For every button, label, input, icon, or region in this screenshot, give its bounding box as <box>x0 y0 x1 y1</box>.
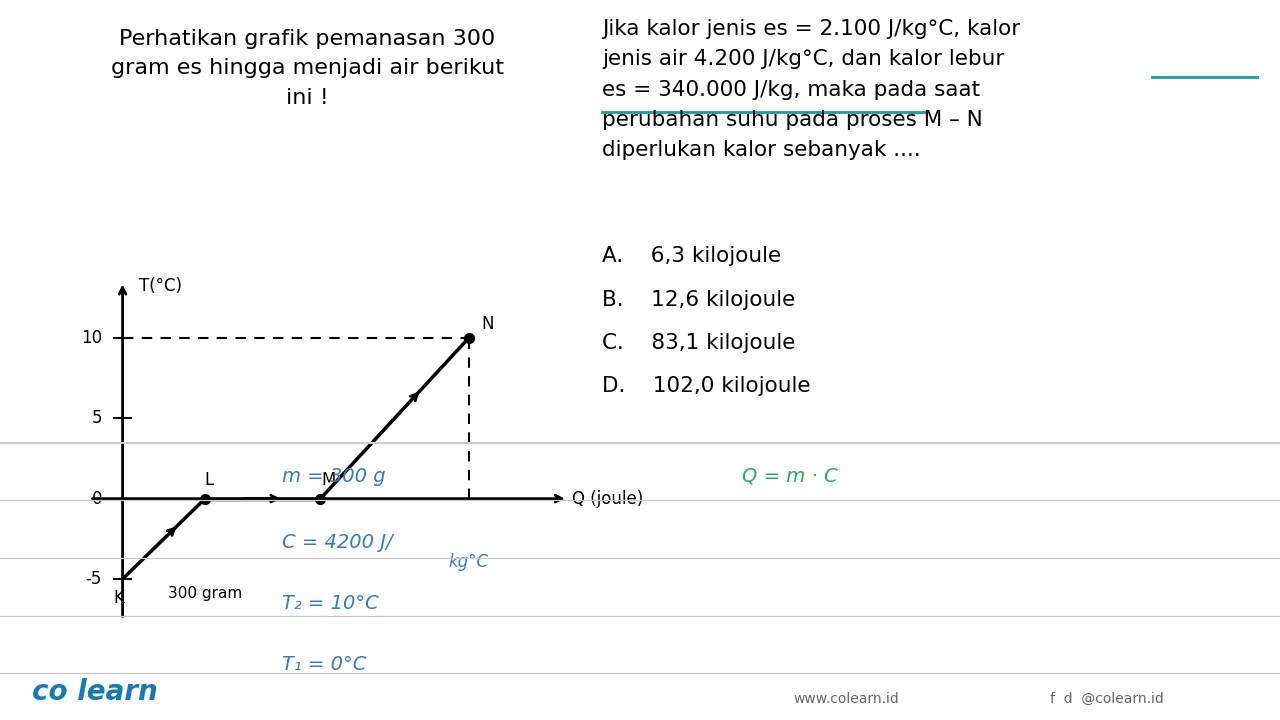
Text: C = 4200 J/: C = 4200 J/ <box>282 533 392 552</box>
Text: 0: 0 <box>91 490 102 508</box>
Text: C.    83,1 kilojoule: C. 83,1 kilojoule <box>603 333 796 353</box>
Text: N: N <box>481 315 494 333</box>
Text: T(°C): T(°C) <box>140 276 182 294</box>
Text: 10: 10 <box>81 329 102 347</box>
Text: L: L <box>205 471 214 489</box>
Text: K: K <box>113 589 124 607</box>
Text: Q (joule): Q (joule) <box>572 490 643 508</box>
Text: Q = m · C: Q = m · C <box>742 467 838 485</box>
Text: A.    6,3 kilojoule: A. 6,3 kilojoule <box>603 246 782 266</box>
Text: Perhatikan grafik pemanasan 300
gram es hingga menjadi air berikut
ini !: Perhatikan grafik pemanasan 300 gram es … <box>110 29 504 108</box>
Text: M: M <box>321 471 335 489</box>
Text: m = 300 g: m = 300 g <box>282 467 385 485</box>
Text: 300 gram: 300 gram <box>168 586 242 601</box>
Text: B.    12,6 kilojoule: B. 12,6 kilojoule <box>603 289 796 310</box>
Text: T₂ = 10°C: T₂ = 10°C <box>282 594 379 613</box>
Text: co learn: co learn <box>32 678 157 706</box>
Text: 5: 5 <box>91 409 102 427</box>
Text: D.    102,0 kilojoule: D. 102,0 kilojoule <box>603 376 810 396</box>
Text: www.colearn.id: www.colearn.id <box>794 692 900 706</box>
Text: T₁ = 0°C: T₁ = 0°C <box>282 655 366 674</box>
Text: Jika kalor jenis es = 2.100 J/kg°C, kalor
jenis air 4.200 J/kg°C, dan kalor lebu: Jika kalor jenis es = 2.100 J/kg°C, kalo… <box>603 19 1020 161</box>
Text: f  d  @colearn.id: f d @colearn.id <box>1050 692 1164 706</box>
Text: kg°C: kg°C <box>448 553 488 571</box>
Text: -5: -5 <box>86 570 102 588</box>
